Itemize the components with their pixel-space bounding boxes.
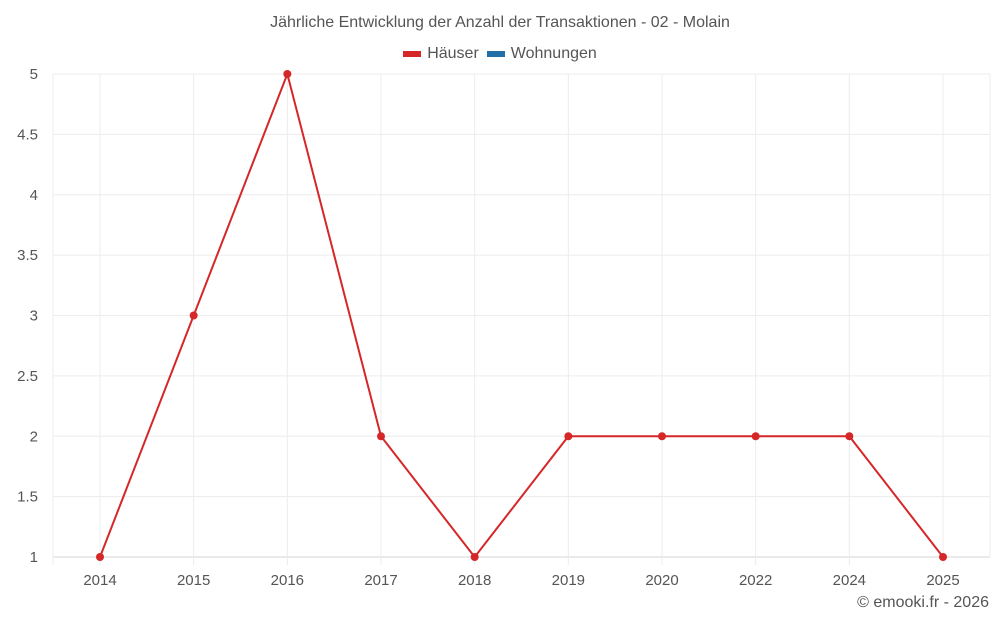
data-point[interactable] <box>377 432 385 441</box>
x-tick-label: 2024 <box>833 572 866 589</box>
data-point[interactable] <box>189 311 198 320</box>
data-point[interactable] <box>939 553 947 561</box>
y-tick-label: 4.5 <box>17 126 38 143</box>
x-axis: 2014 2015 2016 2017 2018 2019 2020 2022 2024 2025 <box>83 572 959 589</box>
x-tick-label: 2015 <box>177 572 210 589</box>
legend-label-wohnungen: Wohnungen <box>510 45 597 62</box>
x-tick-label: 2017 <box>364 572 397 589</box>
y-axis: 1 1.5 2 2.5 3 3.5 4 4.5 5 <box>17 66 38 566</box>
data-point[interactable] <box>470 553 479 561</box>
grid-lines <box>52 73 991 565</box>
legend: Häuser Wohnungen <box>0 45 1000 63</box>
x-tick-label: 2022 <box>739 572 772 589</box>
y-tick-label: 3 <box>30 308 38 325</box>
legend-label-haeuser: Häuser <box>427 45 479 62</box>
x-tick-label: 2018 <box>458 572 491 589</box>
x-tick-label: 2016 <box>271 572 304 589</box>
x-tick-label: 2019 <box>552 572 585 589</box>
y-tick-label: 3.5 <box>17 247 38 264</box>
data-point[interactable] <box>845 432 854 441</box>
legend-swatch-haeuser <box>403 51 422 57</box>
series-haeuser <box>96 70 947 561</box>
series-line <box>99 70 944 559</box>
data-point[interactable] <box>564 432 573 441</box>
data-point[interactable] <box>283 70 292 78</box>
x-tick-label: 2025 <box>926 572 959 589</box>
x-tick-label: 2020 <box>645 572 678 589</box>
chart-title: Jährliche Entwicklung der Anzahl der Tra… <box>270 14 730 31</box>
data-point[interactable] <box>96 553 104 561</box>
y-tick-label: 2.5 <box>17 368 38 385</box>
data-point[interactable] <box>751 432 760 441</box>
copyright-credit: © emooki.fr - 2026 <box>857 594 989 611</box>
y-tick-label: 1 <box>30 549 38 566</box>
y-tick-label: 4 <box>30 187 38 204</box>
legend-swatch-wohnungen <box>486 51 505 57</box>
legend-item-haeuser[interactable]: Häuser <box>403 45 479 63</box>
x-tick-label: 2014 <box>83 572 116 589</box>
legend-item-wohnungen[interactable]: Wohnungen <box>486 45 597 63</box>
y-tick-label: 5 <box>30 66 38 83</box>
y-tick-label: 2 <box>30 428 38 445</box>
data-point[interactable] <box>658 432 666 441</box>
y-tick-label: 1.5 <box>17 489 38 506</box>
